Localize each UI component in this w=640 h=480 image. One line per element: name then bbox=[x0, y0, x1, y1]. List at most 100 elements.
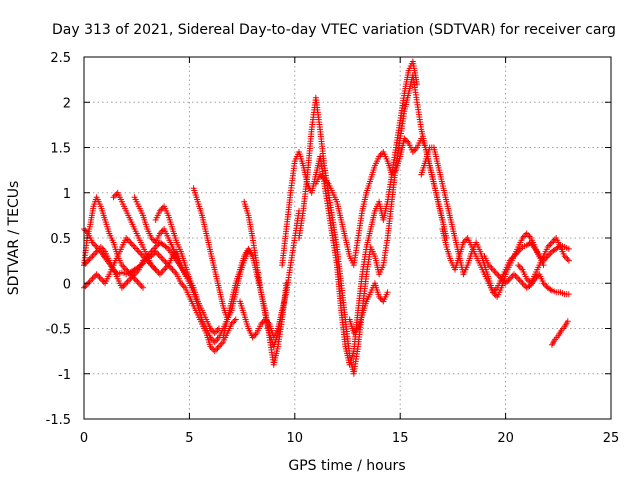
data-point bbox=[132, 277, 139, 284]
y-tick-label: -0.5 bbox=[46, 323, 71, 338]
data-point bbox=[159, 268, 166, 275]
data-point bbox=[213, 346, 220, 353]
data-point bbox=[135, 280, 142, 287]
x-tick-label: 10 bbox=[287, 431, 304, 446]
data-point bbox=[170, 268, 177, 275]
data-point bbox=[148, 248, 155, 255]
data-point bbox=[508, 274, 515, 281]
x-tick-label: 15 bbox=[392, 431, 409, 446]
data-point bbox=[125, 238, 132, 245]
data-point bbox=[217, 342, 224, 349]
data-point bbox=[131, 275, 138, 282]
x-tick-label: 5 bbox=[185, 431, 193, 446]
data-point bbox=[495, 272, 502, 279]
data-point bbox=[158, 269, 165, 276]
y-tick-label: 2.5 bbox=[50, 51, 71, 66]
data-point bbox=[232, 316, 239, 323]
x-tick-label: 20 bbox=[497, 431, 514, 446]
data-point bbox=[86, 256, 93, 263]
y-tick-label: 2 bbox=[63, 96, 71, 111]
data-point bbox=[83, 281, 90, 288]
data-point bbox=[214, 327, 221, 334]
data-point bbox=[491, 268, 498, 275]
data-point bbox=[414, 81, 421, 88]
data-point bbox=[82, 227, 89, 234]
data-point bbox=[90, 251, 97, 258]
data-point bbox=[110, 194, 117, 201]
chart-title: Day 313 of 2021, Sidereal Day-to-day VTE… bbox=[52, 22, 616, 38]
data-point bbox=[92, 242, 99, 249]
data-point bbox=[384, 289, 391, 296]
y-tick-labels: -1.5 -1 -0.5 0 0.5 1 1.5 2 2.5 bbox=[46, 51, 71, 428]
data-point bbox=[518, 278, 525, 285]
data-point bbox=[138, 283, 145, 290]
data-point bbox=[211, 330, 218, 337]
data-point bbox=[134, 247, 141, 254]
data-point bbox=[512, 272, 519, 279]
data-point bbox=[121, 281, 128, 288]
data-point bbox=[134, 278, 141, 285]
data-point bbox=[513, 274, 520, 281]
data-point bbox=[547, 286, 554, 293]
data-point bbox=[489, 266, 496, 273]
data-point bbox=[151, 245, 158, 252]
data-point bbox=[515, 275, 522, 282]
data-point bbox=[92, 250, 99, 257]
data-point bbox=[215, 343, 222, 350]
data-point bbox=[547, 241, 554, 248]
y-axis-label: SDTVAR / TECUs bbox=[6, 181, 22, 296]
data-point bbox=[155, 251, 162, 258]
data-point bbox=[492, 269, 499, 276]
data-point bbox=[125, 277, 132, 284]
data-point bbox=[158, 254, 165, 261]
data-point bbox=[140, 284, 147, 291]
data-point bbox=[121, 265, 128, 272]
data-point bbox=[169, 266, 176, 273]
data-point bbox=[130, 242, 137, 249]
data-point bbox=[488, 265, 495, 272]
data-point bbox=[564, 318, 571, 325]
data-point bbox=[279, 307, 286, 314]
data-point bbox=[168, 265, 175, 272]
data-point bbox=[149, 247, 156, 254]
data-points bbox=[81, 58, 572, 377]
data-point bbox=[516, 277, 523, 284]
y-tick-label: 0.5 bbox=[50, 232, 71, 247]
data-point bbox=[89, 275, 96, 282]
data-point bbox=[131, 244, 138, 251]
data-point bbox=[564, 256, 571, 263]
data-point bbox=[127, 239, 134, 246]
data-point bbox=[132, 245, 139, 252]
data-point bbox=[154, 250, 161, 257]
data-point bbox=[162, 265, 169, 272]
x-axis-label: GPS time / hours bbox=[288, 458, 405, 474]
data-point bbox=[156, 271, 163, 278]
data-point bbox=[565, 245, 572, 252]
data-point bbox=[214, 345, 221, 352]
y-tick-label: 0 bbox=[63, 277, 71, 292]
data-point bbox=[88, 277, 95, 284]
data-point bbox=[82, 283, 89, 290]
data-point bbox=[82, 260, 89, 267]
data-point bbox=[504, 278, 511, 285]
data-point bbox=[161, 266, 168, 273]
data-point bbox=[95, 247, 102, 254]
data-point bbox=[505, 277, 512, 284]
axis-ticks bbox=[83, 56, 612, 420]
data-point bbox=[511, 271, 518, 278]
data-point bbox=[151, 265, 158, 272]
data-point bbox=[99, 245, 106, 252]
data-point bbox=[99, 277, 106, 284]
data-point bbox=[516, 263, 523, 270]
data-point bbox=[135, 248, 142, 255]
data-point bbox=[124, 278, 131, 285]
data-point bbox=[137, 250, 144, 257]
data-point bbox=[213, 328, 220, 335]
data-point bbox=[95, 272, 102, 279]
data-point bbox=[231, 317, 238, 324]
data-point bbox=[519, 280, 526, 287]
data-point bbox=[163, 244, 170, 251]
data-point bbox=[154, 268, 161, 275]
data-point bbox=[96, 274, 103, 281]
